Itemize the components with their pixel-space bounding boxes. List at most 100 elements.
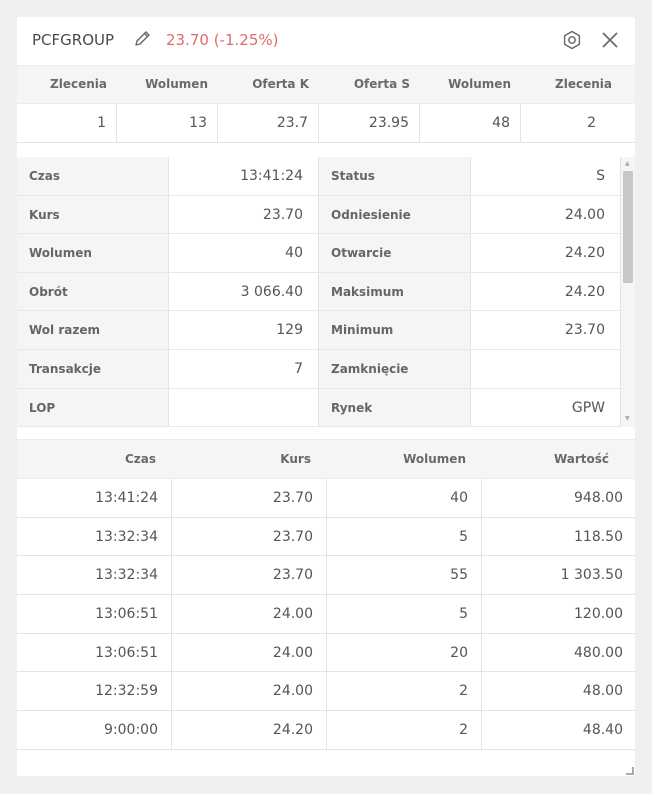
- detail-row: Kurs 23.70: [17, 195, 319, 235]
- table-row[interactable]: 13:06:51 24.00 20 480.00: [17, 633, 635, 673]
- detail-row: Zamknięcie: [319, 349, 621, 389]
- table-cell: 13:32:34: [17, 517, 172, 556]
- detail-row: Rynek GPW: [319, 388, 621, 427]
- column-header[interactable]: Czas: [124, 452, 156, 466]
- table-cell: 48.40: [582, 722, 623, 739]
- table-cell: 24.20: [172, 711, 327, 749]
- column-header[interactable]: Wolumen: [448, 77, 511, 91]
- quote-details: Czas 13:41:24 Kurs 23.70 Wolumen 40 Obrót 3 …: [17, 157, 635, 427]
- close-icon[interactable]: [601, 31, 619, 49]
- details-left-column: Czas 13:41:24 Kurs 23.70 Wolumen 40 Obrót 3 …: [17, 157, 319, 427]
- table-cell: 23.7: [218, 104, 319, 142]
- detail-label: Odniesienie: [319, 195, 470, 234]
- detail-label: Otwarcie: [319, 234, 470, 272]
- scroll-down-arrow-icon[interactable]: ▼: [625, 415, 630, 422]
- trades-header: Czas Kurs Wolumen Wartość: [17, 439, 635, 479]
- detail-value: 7: [168, 349, 319, 388]
- detail-value: 129: [168, 311, 319, 349]
- detail-value: S: [470, 157, 621, 195]
- column-header[interactable]: Oferta S: [353, 77, 410, 91]
- settings-icon[interactable]: [562, 30, 582, 50]
- column-header[interactable]: Zlecenia: [50, 77, 107, 91]
- table-cell: 13: [117, 104, 218, 142]
- detail-value: 23.70: [168, 195, 319, 234]
- resize-handle-icon[interactable]: [626, 767, 634, 775]
- detail-value: 3 066.40: [168, 272, 319, 311]
- table-row[interactable]: 9:00:00 24.20 2 48.40: [17, 711, 635, 750]
- detail-row: Minimum 23.70: [319, 311, 621, 350]
- column-header[interactable]: Zlecenia: [555, 77, 612, 91]
- table-cell: 55: [327, 556, 482, 595]
- scroll-up-arrow-icon[interactable]: ▲: [625, 160, 630, 167]
- column-header[interactable]: Wartość: [553, 452, 609, 466]
- detail-value: 24.20: [470, 272, 621, 311]
- detail-row: Wol razem 129: [17, 311, 319, 350]
- table-cell: 118.50: [574, 528, 623, 545]
- table-row[interactable]: 13:06:51 24.00 5 120.00: [17, 595, 635, 634]
- detail-label: Minimum: [319, 311, 470, 349]
- table-row[interactable]: 13:32:34 23.70 55 1 303.50: [17, 556, 635, 596]
- table-row[interactable]: 13:41:24 23.70 40 948.00: [17, 479, 635, 518]
- table-cell: 480.00: [574, 644, 623, 661]
- detail-value: 24.00: [470, 195, 621, 234]
- column-header[interactable]: Wolumen: [403, 452, 466, 466]
- table-cell: 1 303.50: [560, 567, 623, 584]
- instrument-symbol[interactable]: PCFGROUP: [32, 31, 115, 49]
- details-right-column: Status S Odniesienie 24.00 Otwarcie 24.20 M…: [319, 157, 621, 427]
- detail-value: 23.70: [470, 311, 621, 349]
- table-cell: 2: [327, 711, 482, 749]
- table-cell: 5: [327, 517, 482, 556]
- detail-label: Obrót: [17, 272, 168, 311]
- table-cell: 5: [327, 595, 482, 633]
- detail-label: Maksimum: [319, 272, 470, 311]
- table-row[interactable]: 13:32:34 23.70 5 118.50: [17, 517, 635, 557]
- table-row[interactable]: 12:32:59 24.00 2 48.00: [17, 672, 635, 712]
- detail-value: [168, 388, 319, 427]
- table-cell: 20: [327, 633, 482, 672]
- detail-row: LOP: [17, 388, 319, 427]
- column-header[interactable]: Wolumen: [145, 77, 208, 91]
- table-cell: 948.00: [574, 490, 623, 506]
- table-cell: 24.00: [172, 595, 327, 633]
- detail-label: Wol razem: [17, 311, 168, 349]
- detail-value: 24.20: [470, 234, 621, 272]
- table-cell: 13:41:24: [17, 479, 172, 517]
- table-cell: 13:06:51: [17, 633, 172, 672]
- column-header[interactable]: Oferta K: [252, 77, 309, 91]
- detail-value: GPW: [470, 388, 621, 427]
- detail-value: [470, 349, 621, 388]
- pencil-icon[interactable]: [133, 28, 153, 48]
- detail-label: Rynek: [319, 388, 470, 427]
- table-cell: 24.00: [172, 672, 327, 711]
- table-cell: 13:06:51: [17, 595, 172, 633]
- window-header: PCFGROUP 23.70 (-1.25%): [17, 17, 635, 65]
- order-book: Zlecenia Wolumen Oferta K Oferta S Wolum…: [17, 65, 635, 143]
- table-cell: 23.70: [172, 517, 327, 556]
- quote-window: PCFGROUP 23.70 (-1.25%) Zlecenia Wolumen…: [17, 17, 635, 776]
- detail-label: Transakcje: [17, 349, 168, 388]
- detail-label: Wolumen: [17, 234, 168, 272]
- table-cell: 2: [587, 115, 596, 131]
- table-cell: 12:32:59: [17, 672, 172, 711]
- detail-label: Czas: [17, 157, 168, 195]
- detail-label: Zamknięcie: [319, 349, 470, 388]
- table-cell: 120.00: [574, 606, 623, 623]
- column-header[interactable]: Kurs: [280, 452, 311, 466]
- detail-row: Odniesienie 24.00: [319, 195, 621, 235]
- table-cell: 2: [327, 672, 482, 711]
- table-cell: 24.00: [172, 633, 327, 672]
- table-cell: 48: [420, 104, 521, 142]
- detail-value: 13:41:24: [168, 157, 319, 195]
- detail-row: Obrót 3 066.40: [17, 272, 319, 312]
- table-cell: 48.00: [582, 683, 623, 700]
- detail-row: Transakcje 7: [17, 349, 319, 389]
- table-cell: 40: [327, 479, 482, 517]
- order-book-row[interactable]: 1 13 23.7 23.95 48 2: [17, 104, 635, 143]
- detail-value: 40: [168, 234, 319, 272]
- detail-row: Status S: [319, 157, 621, 196]
- detail-label: Kurs: [17, 195, 168, 234]
- scrollbar-thumb[interactable]: [623, 171, 633, 283]
- order-book-header: Zlecenia Wolumen Oferta K Oferta S Wolum…: [17, 65, 635, 104]
- detail-label: Status: [319, 157, 470, 195]
- table-cell: 23.70: [172, 479, 327, 517]
